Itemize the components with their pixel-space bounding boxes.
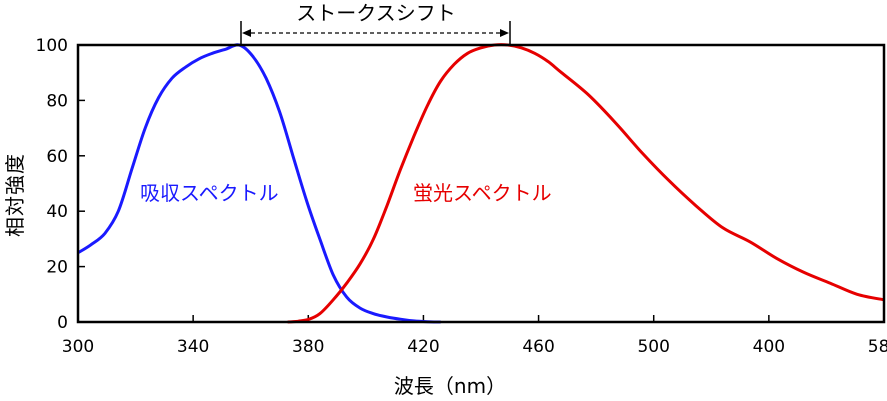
stokes-shift-label: ストークスシフト	[296, 1, 455, 25]
x-tick-label: 400	[753, 337, 785, 357]
y-tick-label: 100	[36, 36, 68, 56]
y-axis-title: 相対強度	[3, 153, 27, 237]
absorption-spectrum-line	[77, 43, 441, 324]
x-tick-label: 340	[177, 337, 209, 357]
x-tick-label: 500	[637, 337, 669, 357]
x-tick-label: 460	[522, 337, 554, 357]
x-tick-label: 420	[407, 337, 439, 357]
plot-frame	[76, 43, 886, 324]
x-axis-title: 波長（nm）	[394, 374, 506, 398]
y-tick-label: 60	[46, 147, 68, 167]
fluorescence-spectrum-line	[287, 43, 885, 324]
absorption-label: 吸収スペクトル	[140, 181, 279, 205]
fluorescence-label: 蛍光スペクトル	[413, 181, 552, 205]
y-tick-label: 0	[57, 313, 68, 333]
stokes-shift-arrowhead-right	[500, 29, 509, 37]
x-tick-label: 380	[292, 337, 324, 357]
y-tick-label: 20	[46, 258, 68, 278]
y-tick-label: 80	[46, 91, 68, 111]
stokes-shift-arrowhead-left	[242, 29, 251, 37]
y-tick-labels: 0 20 40 60 80 100	[36, 36, 68, 333]
y-tick-label: 40	[46, 202, 68, 222]
x-tick-label: 580	[868, 337, 887, 357]
x-tick-label: 300	[62, 337, 94, 357]
x-tick-labels: 300 340 380 420 460 500 400 580	[62, 337, 887, 357]
stokes-shift-marker	[240, 21, 511, 44]
